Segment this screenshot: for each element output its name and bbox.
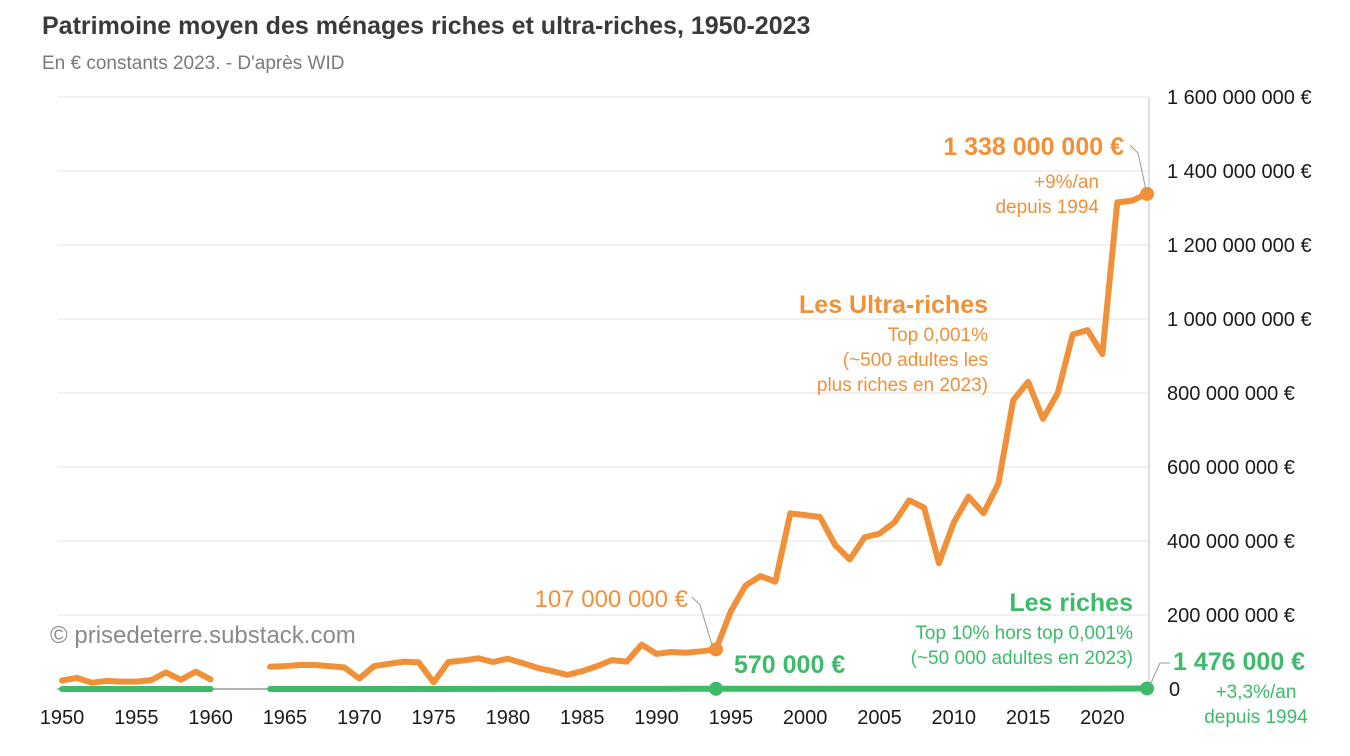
gridlines xyxy=(57,96,1149,616)
x-tick-label: 1965 xyxy=(263,707,308,729)
y-tick-label: 400 000 000 € xyxy=(1167,531,1295,553)
riches-desc-line-1: Top 10% hors top 0,001% xyxy=(915,623,1133,644)
y-tick-label: 800 000 000 € xyxy=(1167,383,1295,405)
ultra-end-value-label: 1 338 000 000 € xyxy=(943,133,1124,161)
ultra-1994-value-label: 107 000 000 € xyxy=(535,586,689,613)
x-tick-label: 1955 xyxy=(114,707,159,729)
ultra-end-leader xyxy=(1129,144,1147,191)
riches-desc-line-2: (~50 000 adultes en 2023) xyxy=(911,648,1133,669)
x-tick-label: 1975 xyxy=(411,707,456,729)
riches-2023-point xyxy=(1140,681,1154,696)
chart-title: Patrimoine moyen des ménages riches et u… xyxy=(42,12,810,40)
y-axis: 0 200 000 000 € 400 000 000 € 600 000 000 €… xyxy=(1167,87,1312,701)
x-tick-label: 2000 xyxy=(783,707,828,729)
y-tick-label: 1 200 000 000 € xyxy=(1167,235,1312,257)
y-tick-label: 200 000 000 € xyxy=(1167,605,1295,627)
y-tick-label: 1 400 000 000 € xyxy=(1167,161,1312,183)
riches-1994-value-label: 570 000 € xyxy=(734,651,845,679)
x-tick-label: 2020 xyxy=(1080,707,1125,729)
chart-subtitle: En € constants 2023. - D'après WID xyxy=(42,53,345,74)
riches-series-name: Les riches xyxy=(1009,589,1133,617)
ultra-desc-line-3: plus riches en 2023) xyxy=(817,375,988,396)
x-tick-label: 1995 xyxy=(709,707,754,729)
riches-1994-point xyxy=(708,681,723,696)
riches-since-label: depuis 1994 xyxy=(1204,707,1308,728)
x-tick-label: 1990 xyxy=(634,707,679,729)
ultra-riches-line-segment xyxy=(713,190,1150,653)
ultra-riches-line-segment xyxy=(267,641,719,686)
x-tick-label: 1960 xyxy=(188,707,233,729)
x-tick-label: 1950 xyxy=(40,707,85,729)
riches-end-leader xyxy=(1149,662,1170,686)
ultra-series-name: Les Ultra-riches xyxy=(799,291,988,319)
riches-line-segment xyxy=(267,685,1150,692)
y-tick-label: 0 xyxy=(1169,679,1180,701)
x-tick-label: 2010 xyxy=(932,707,977,729)
y-tick-label: 600 000 000 € xyxy=(1167,457,1295,479)
ultra-since-label: depuis 1994 xyxy=(995,197,1099,218)
ultra-desc-line-2: (~500 adultes les xyxy=(843,350,988,371)
ultra-riches-1994-point xyxy=(708,642,723,657)
riches-growth-label: +3,3%/an xyxy=(1216,682,1297,703)
series-layer xyxy=(59,186,1154,696)
x-tick-label: 1970 xyxy=(337,707,382,729)
x-tick-label: 2015 xyxy=(1006,707,1051,729)
x-tick-label: 1985 xyxy=(560,707,605,729)
y-tick-label: 1 600 000 000 € xyxy=(1167,87,1312,109)
ultra-desc-line-1: Top 0,001% xyxy=(888,325,988,346)
riches-end-value-label: 1 476 000 € xyxy=(1173,648,1305,676)
ultra-riches-line-segment xyxy=(59,668,214,686)
ultra-growth-label: +9%/an xyxy=(1034,172,1099,193)
y-tick-label: 1 000 000 000 € xyxy=(1167,309,1312,331)
ultra-1994-leader xyxy=(691,596,713,646)
ultra-riches-2023-point xyxy=(1140,186,1154,201)
watermark: © prisedeterre.substack.com xyxy=(50,622,356,649)
x-axis: 1950 1955 1960 1965 1970 1975 1980 1985 1990 1995… xyxy=(40,707,1125,729)
x-tick-label: 1980 xyxy=(486,707,531,729)
x-tick-label: 2005 xyxy=(857,707,902,729)
